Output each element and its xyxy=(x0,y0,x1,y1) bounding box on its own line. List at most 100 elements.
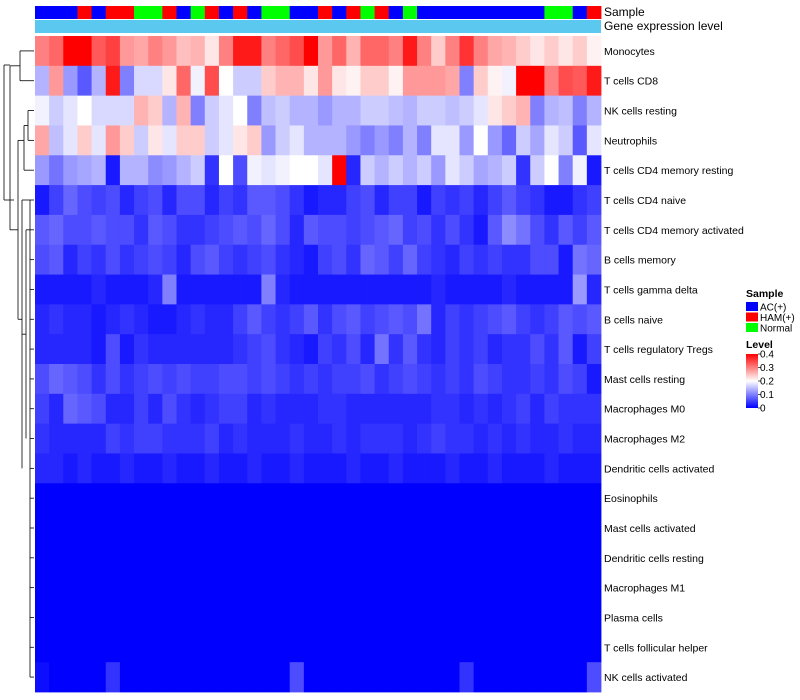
heatmap-cell xyxy=(402,662,418,693)
sample-annotation-cell xyxy=(516,6,531,19)
heatmap-cell xyxy=(218,453,234,484)
heatmap-cell xyxy=(105,125,121,156)
heatmap-cell xyxy=(91,274,107,305)
heatmap-cell xyxy=(176,155,192,186)
heatmap-cell xyxy=(91,513,107,544)
heatmap-cell xyxy=(431,572,446,603)
heatmap-cell xyxy=(445,542,460,574)
heatmap-cell xyxy=(162,155,177,186)
heatmap-cell xyxy=(360,513,375,544)
heatmap-cell xyxy=(473,453,489,484)
heatmap-cell xyxy=(374,572,390,603)
heatmap-cell xyxy=(91,364,107,395)
heatmap-cell xyxy=(247,393,262,425)
heatmap-cell xyxy=(360,304,375,335)
heatmap-cell xyxy=(374,125,390,156)
heatmap-cell xyxy=(558,364,574,395)
heatmap-cell xyxy=(445,185,460,216)
heatmap-cell xyxy=(374,632,390,663)
heatmap-cell xyxy=(303,602,319,633)
heatmap-cell xyxy=(473,483,489,514)
heatmap-cell xyxy=(176,125,192,156)
heatmap-cell xyxy=(289,304,305,335)
heatmap-cell xyxy=(77,36,92,67)
row-label: NK cells activated xyxy=(604,672,688,684)
heatmap-cell xyxy=(459,393,475,425)
heatmap-cell xyxy=(176,453,192,484)
heatmap-cell xyxy=(473,334,489,365)
heatmap-cell xyxy=(35,274,50,305)
heatmap-cell xyxy=(218,513,234,544)
heatmap-cell xyxy=(417,572,432,603)
heatmap-cell xyxy=(360,423,375,454)
sample-annotation-cell xyxy=(572,6,588,19)
sample-annotation-cell xyxy=(77,6,92,19)
heatmap-cell xyxy=(105,304,121,335)
heatmap-cell xyxy=(289,662,305,693)
heatmap-cell xyxy=(119,393,135,425)
heatmap-cell xyxy=(417,542,432,574)
heatmap-cell xyxy=(261,602,276,633)
sample-legend-title: Sample xyxy=(746,288,784,300)
heatmap-cell xyxy=(360,155,375,186)
heatmap-cell xyxy=(289,602,305,633)
heatmap-cell xyxy=(558,95,574,126)
heatmap-cell xyxy=(544,155,559,186)
heatmap-cell xyxy=(247,274,262,305)
heatmap-cell xyxy=(49,244,64,275)
heatmap-cell xyxy=(417,393,432,425)
heatmap-cell xyxy=(148,274,163,305)
heatmap-cell xyxy=(134,483,149,514)
heatmap-cell xyxy=(332,423,347,454)
heatmap-cell xyxy=(388,95,404,126)
heatmap-cell xyxy=(473,185,489,216)
heatmap-cell xyxy=(473,513,489,544)
heatmap-cell xyxy=(275,274,291,305)
heatmap-cell xyxy=(303,632,319,663)
heatmap-cell xyxy=(572,572,588,603)
heatmap-cell xyxy=(77,423,92,454)
heatmap-cell xyxy=(261,632,276,663)
heatmap-cell xyxy=(501,513,517,544)
heatmap-cell xyxy=(176,334,192,365)
heatmap-cell xyxy=(501,334,517,365)
heatmap-cell xyxy=(360,393,375,425)
sample-annotation-cell xyxy=(473,6,489,19)
heatmap-cell xyxy=(530,65,545,97)
heatmap-cell xyxy=(77,453,92,484)
row-labels: Monocytes T cells CD8 NK cells resting Neut… xyxy=(604,46,744,684)
heatmap-cell xyxy=(77,155,92,186)
heatmap-cell xyxy=(91,632,107,663)
heatmap-cell xyxy=(318,36,333,67)
heatmap-cell xyxy=(459,483,475,514)
heatmap-cell xyxy=(303,244,319,275)
heatmap-cell xyxy=(473,95,489,126)
heatmap-cell xyxy=(289,453,305,484)
heatmap-cell xyxy=(261,423,276,454)
heatmap-cell xyxy=(558,125,574,156)
heatmap-cell xyxy=(318,95,333,126)
heatmap-cell xyxy=(459,125,475,156)
heatmap-cell xyxy=(445,572,460,603)
heatmap-cell xyxy=(318,364,333,395)
sample-annotation-cell xyxy=(431,6,446,19)
heatmap-cell xyxy=(473,423,489,454)
heatmap-cell xyxy=(49,65,64,97)
heatmap-cell xyxy=(233,453,248,484)
heatmap-cell xyxy=(233,155,248,186)
heatmap-cell xyxy=(77,95,92,126)
heatmap-cell xyxy=(247,304,262,335)
heatmap-cell xyxy=(501,632,517,663)
heatmap-cell xyxy=(572,304,588,335)
heatmap-cell xyxy=(105,483,121,514)
heatmap-cell xyxy=(388,65,404,97)
heatmap-cell xyxy=(190,572,206,603)
row-dendrogram xyxy=(3,50,34,678)
heatmap-cell xyxy=(91,393,107,425)
heatmap-cell xyxy=(388,364,404,395)
heatmap-cell xyxy=(417,602,432,633)
heatmap-cell xyxy=(402,483,418,514)
heatmap-cell xyxy=(388,334,404,365)
heatmap-cell xyxy=(374,483,390,514)
heatmap-cell xyxy=(247,334,262,365)
